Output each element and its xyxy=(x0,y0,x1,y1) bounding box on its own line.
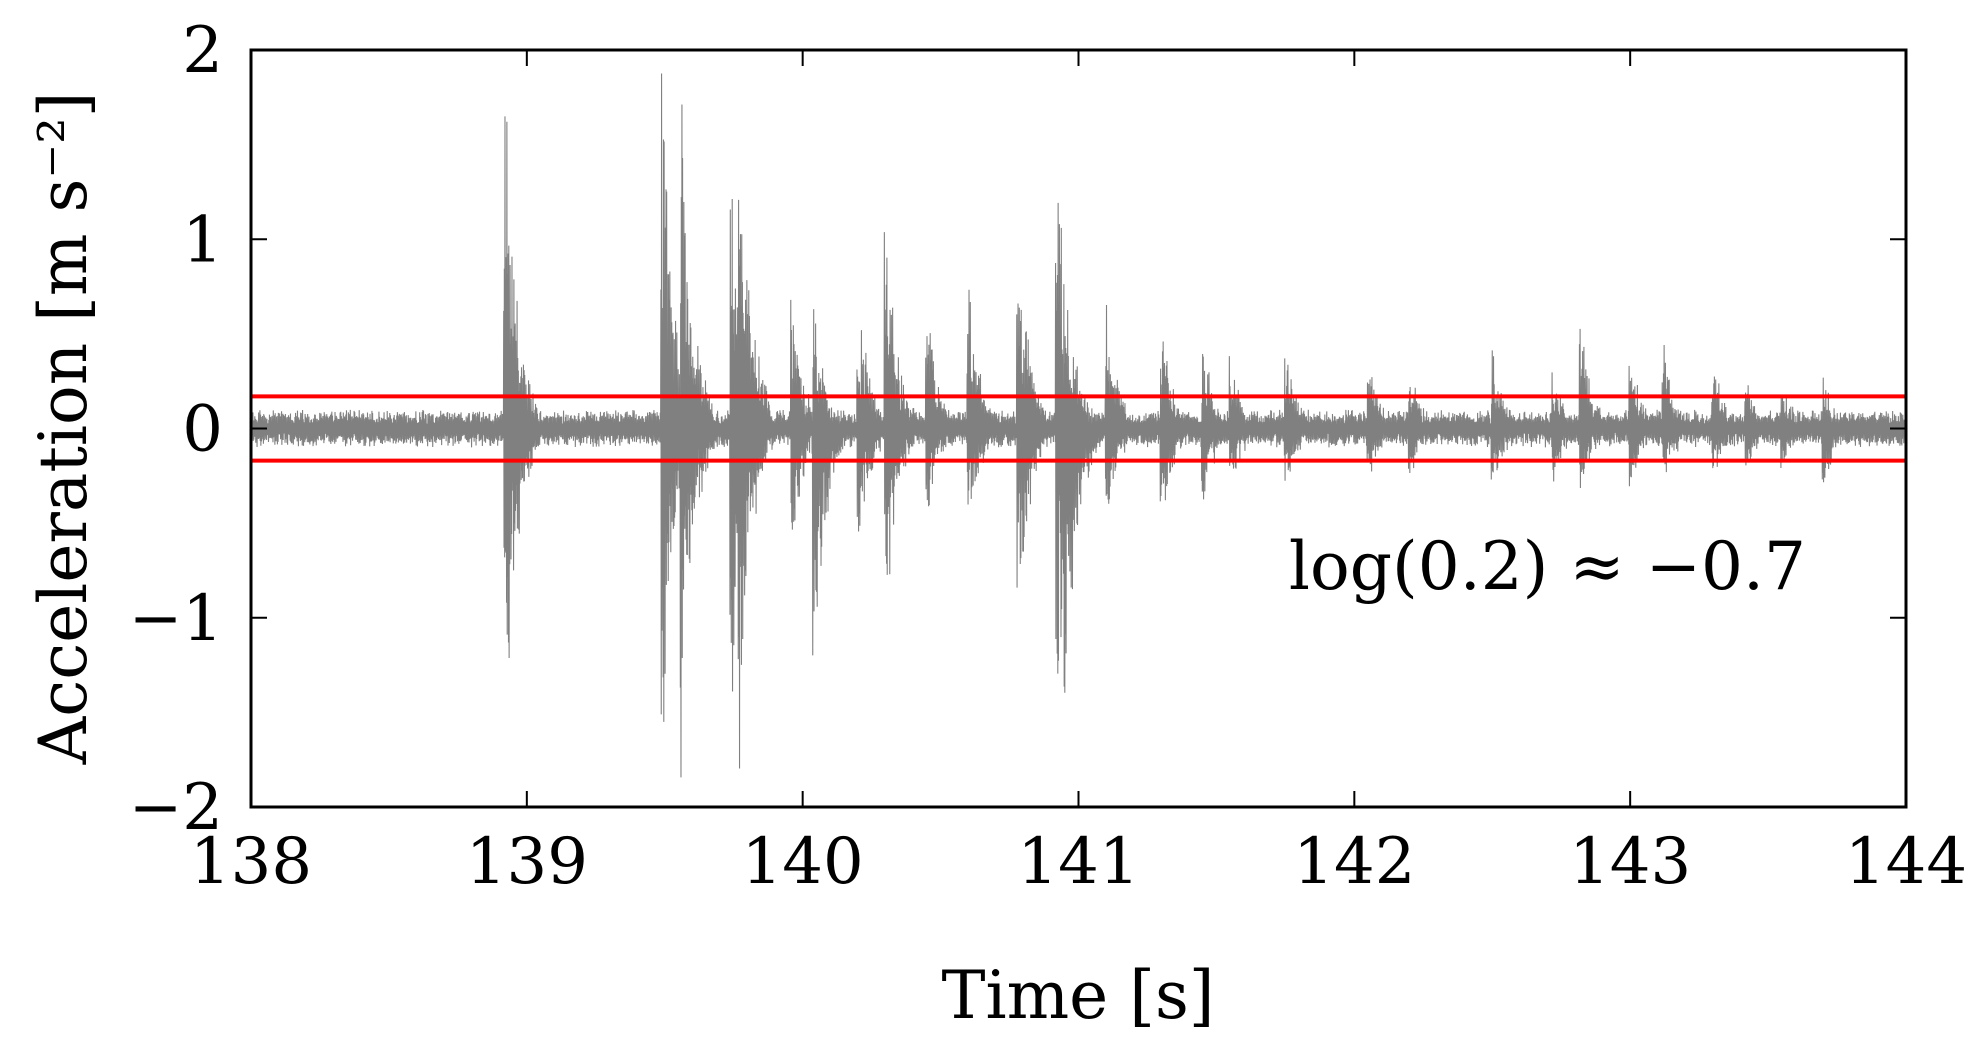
y-tick-label: −2 xyxy=(129,771,223,845)
x-tick-label: 142 xyxy=(1293,825,1415,899)
plot-area xyxy=(249,48,1908,809)
x-tick-label: 139 xyxy=(466,825,588,899)
x-axis-label: Time [s] xyxy=(941,957,1214,1034)
y-axis-tick-labels: −2 −1 0 1 2 xyxy=(129,14,223,845)
x-tick-label: 141 xyxy=(1017,825,1139,899)
y-axis-label: Acceleration [m s⁻²] xyxy=(25,92,102,766)
x-tick-label: 143 xyxy=(1569,825,1691,899)
x-tick-label: 140 xyxy=(742,825,864,899)
x-tick-label: 144 xyxy=(1845,825,1967,899)
x-axis-tick-labels: 138 139 140 141 142 143 144 xyxy=(190,825,1967,899)
plot-frame xyxy=(249,48,1908,809)
y-tick-label: −1 xyxy=(129,582,223,656)
threshold-lines xyxy=(251,394,1906,463)
x-tick-label: 138 xyxy=(190,825,312,899)
y-tick-label: 1 xyxy=(182,203,223,277)
y-tick-label: 0 xyxy=(182,393,223,467)
threshold-annotation: log(0.2) ≈ −0.7 xyxy=(1289,528,1806,605)
y-tick-label: 2 xyxy=(182,14,223,88)
